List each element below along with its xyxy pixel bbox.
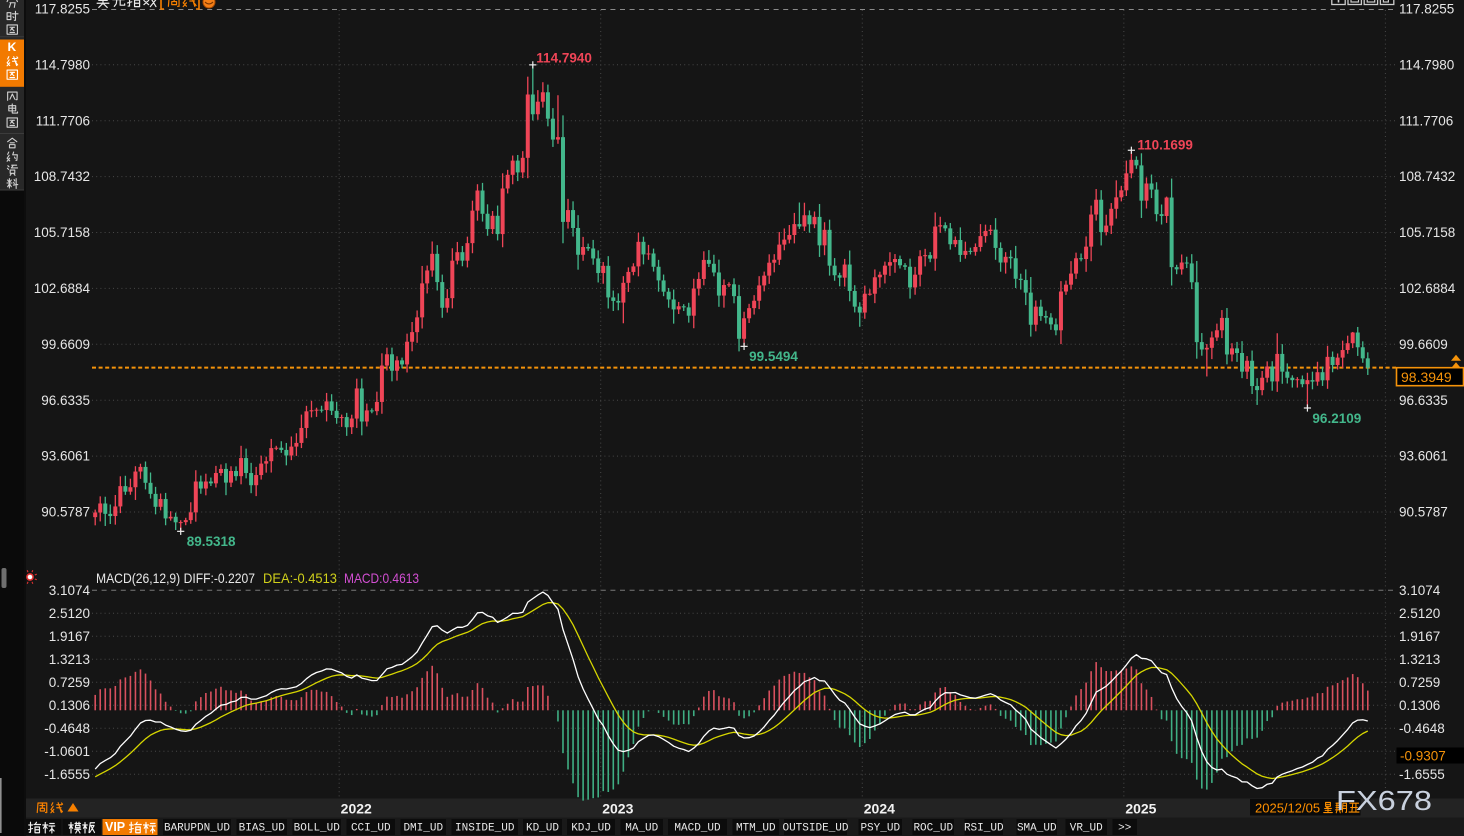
svg-text:BOLL_UD: BOLL_UD [294, 823, 341, 835]
svg-text:99.5494: 99.5494 [749, 349, 798, 364]
svg-text:110.1699: 110.1699 [1137, 138, 1193, 153]
svg-text:3.1074: 3.1074 [1399, 583, 1441, 598]
svg-text:93.6061: 93.6061 [41, 449, 90, 464]
svg-text:90.5787: 90.5787 [41, 505, 90, 520]
svg-text:MA_UD: MA_UD [625, 823, 658, 835]
svg-text:2025: 2025 [1125, 801, 1156, 817]
svg-text:1.3213: 1.3213 [49, 652, 90, 667]
svg-text:96.6335: 96.6335 [41, 393, 90, 408]
svg-text:111.7706: 111.7706 [1399, 113, 1453, 128]
svg-text:102.6884: 102.6884 [34, 281, 91, 296]
svg-text:BARUPDN_UD: BARUPDN_UD [164, 823, 230, 835]
svg-text:FX678: FX678 [1336, 785, 1432, 816]
svg-text:CCI_UD: CCI_UD [351, 823, 391, 835]
svg-text:3.1074: 3.1074 [49, 583, 91, 598]
svg-text:2.5120: 2.5120 [1399, 606, 1440, 621]
svg-text:89.5318: 89.5318 [187, 534, 236, 549]
svg-text:93.6061: 93.6061 [1399, 449, 1448, 464]
svg-text:-1.6555: -1.6555 [1399, 767, 1445, 782]
svg-text:2024: 2024 [864, 801, 895, 817]
svg-text:>>: >> [1118, 823, 1131, 835]
svg-text:0.1306: 0.1306 [1399, 698, 1440, 713]
svg-text:2022: 2022 [341, 801, 372, 817]
svg-text:PSY_UD: PSY_UD [860, 823, 900, 835]
svg-text:2.5120: 2.5120 [49, 606, 90, 621]
svg-text:2025/12/05: 2025/12/05 [1255, 801, 1320, 816]
svg-text:MTM_UD: MTM_UD [736, 823, 776, 835]
svg-text:108.7432: 108.7432 [1399, 169, 1455, 184]
svg-text:1.3213: 1.3213 [1399, 652, 1440, 667]
svg-text:0.1306: 0.1306 [49, 698, 90, 713]
svg-text:1.9167: 1.9167 [1399, 629, 1440, 644]
svg-text:INSIDE_UD: INSIDE_UD [455, 823, 515, 835]
svg-text:114.7980: 114.7980 [1399, 57, 1454, 72]
svg-text:2023: 2023 [602, 801, 633, 817]
svg-text:99.6609: 99.6609 [1399, 337, 1448, 352]
svg-text:OUTSIDE_UD: OUTSIDE_UD [782, 823, 848, 835]
svg-text:MACD(26,12,9) DIFF:-0.2207: MACD(26,12,9) DIFF:-0.2207 [96, 570, 255, 586]
svg-text:-0.4648: -0.4648 [44, 721, 90, 736]
svg-text:DEA:-0.4513: DEA:-0.4513 [263, 570, 337, 586]
svg-text:KD_UD: KD_UD [526, 823, 559, 835]
svg-text:MACD:0.4613: MACD:0.4613 [344, 570, 419, 586]
svg-text:KDJ_UD: KDJ_UD [571, 823, 611, 835]
svg-text:114.7980: 114.7980 [35, 57, 90, 72]
svg-text:-1.0601: -1.0601 [44, 744, 90, 759]
svg-text:105.7158: 105.7158 [1399, 225, 1455, 240]
svg-text:VR_UD: VR_UD [1070, 823, 1103, 835]
svg-text:RSI_UD: RSI_UD [964, 823, 1004, 835]
svg-text:0.7259: 0.7259 [1399, 675, 1440, 690]
svg-text:SMA_UD: SMA_UD [1017, 823, 1057, 835]
svg-text:-0.9307: -0.9307 [1400, 749, 1446, 764]
svg-text:1.9167: 1.9167 [49, 629, 90, 644]
svg-text:105.7158: 105.7158 [34, 225, 90, 240]
svg-text:-1.6555: -1.6555 [44, 767, 90, 782]
svg-text:108.7432: 108.7432 [34, 169, 90, 184]
svg-text:99.6609: 99.6609 [41, 337, 90, 352]
svg-text:96.6335: 96.6335 [1399, 393, 1448, 408]
svg-text:117.8255: 117.8255 [1399, 2, 1454, 17]
svg-text:-0.4648: -0.4648 [1399, 721, 1445, 736]
svg-text:ROC_UD: ROC_UD [913, 823, 953, 835]
svg-text:102.6884: 102.6884 [1399, 281, 1456, 296]
svg-text:90.5787: 90.5787 [1399, 505, 1448, 520]
svg-text:98.3949: 98.3949 [1401, 369, 1452, 385]
svg-text:0.7259: 0.7259 [49, 675, 90, 690]
svg-text:96.2109: 96.2109 [1312, 411, 1361, 426]
svg-text:114.7940: 114.7940 [536, 51, 592, 66]
svg-text:MACD_UD: MACD_UD [674, 823, 721, 835]
svg-text:K: K [7, 41, 16, 55]
svg-text:BIAS_UD: BIAS_UD [239, 823, 286, 835]
svg-text:DMI_UD: DMI_UD [403, 823, 443, 835]
svg-text:111.7706: 111.7706 [36, 113, 90, 128]
svg-text:VIP: VIP [105, 820, 125, 834]
svg-text:117.8255: 117.8255 [35, 2, 90, 17]
